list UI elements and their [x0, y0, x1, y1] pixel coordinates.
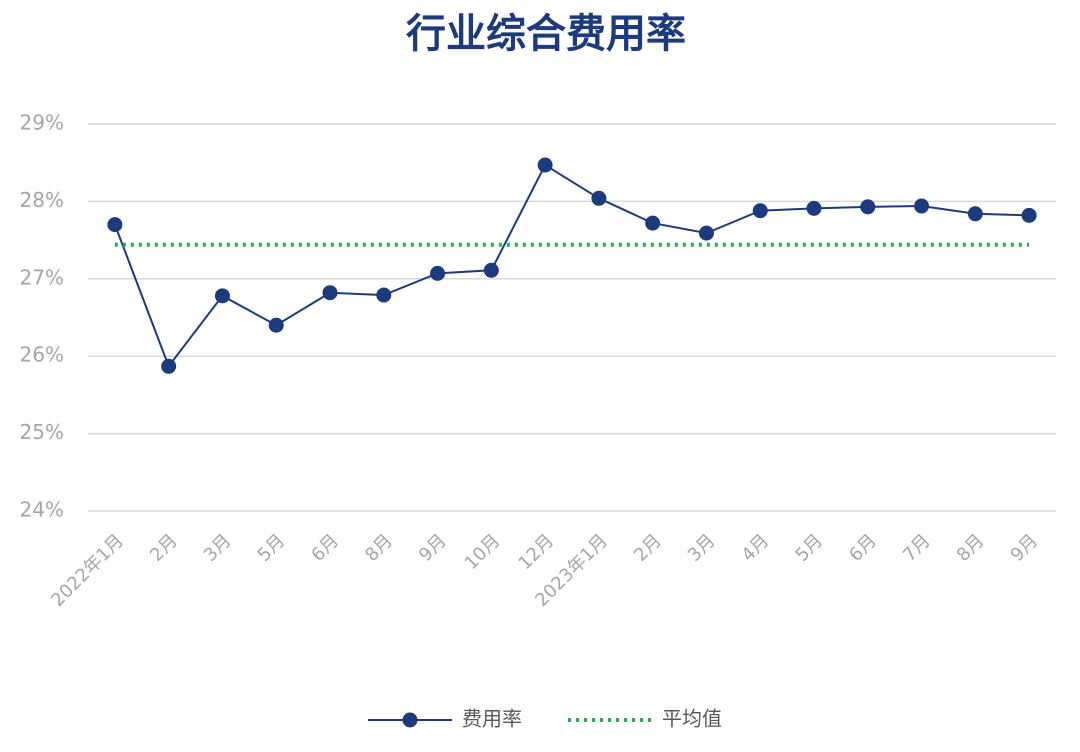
x-tick-label: 5月 [254, 530, 290, 566]
data-point [483, 262, 499, 278]
x-tick-label: 8月 [953, 530, 989, 566]
x-tick-label: 8月 [361, 530, 397, 566]
y-tick-label: 24% [20, 498, 64, 522]
x-tick-label: 9月 [1007, 530, 1043, 566]
x-tick-label: 2022年1月 [47, 530, 128, 611]
data-point [322, 285, 338, 301]
x-tick-label: 2月 [146, 530, 182, 566]
x-tick-label: 7月 [899, 530, 935, 566]
x-tick-label: 6月 [307, 530, 343, 566]
data-point [752, 203, 768, 219]
chart-title: 行业综合费用率 [406, 11, 686, 57]
x-tick-label: 12月 [514, 530, 558, 574]
data-point [214, 288, 230, 304]
y-tick-label: 26% [20, 343, 64, 367]
y-tick-label: 25% [20, 420, 64, 444]
x-tick-label: 4月 [738, 530, 774, 566]
x-tick-label: 3月 [200, 530, 236, 566]
y-tick-label: 27% [20, 265, 64, 289]
data-point [376, 287, 392, 303]
y-tick-label: 28% [20, 188, 64, 212]
legend-label: 费用率 [462, 707, 522, 731]
series-line [113, 163, 1030, 369]
data-point [1021, 207, 1037, 223]
data-point [967, 206, 983, 222]
data-point [860, 199, 876, 215]
x-tick-label: 3月 [684, 530, 720, 566]
legend-label: 平均值 [662, 707, 722, 731]
data-point [107, 217, 123, 233]
data-point [161, 358, 177, 374]
x-tick-label: 9月 [415, 530, 451, 566]
data-point [645, 215, 661, 231]
data-point [537, 157, 553, 173]
x-tick-label: 5月 [791, 530, 827, 566]
x-tick-label: 10月 [461, 530, 505, 574]
x-tick-label: 6月 [845, 530, 881, 566]
data-point [806, 200, 822, 216]
x-tick-label: 2月 [630, 530, 666, 566]
data-point [430, 265, 446, 281]
data-point [591, 190, 607, 206]
data-point [268, 317, 284, 333]
data-point [914, 198, 930, 214]
data-point [698, 225, 714, 241]
y-tick-label: 29% [20, 111, 64, 135]
legend-marker [402, 712, 418, 728]
